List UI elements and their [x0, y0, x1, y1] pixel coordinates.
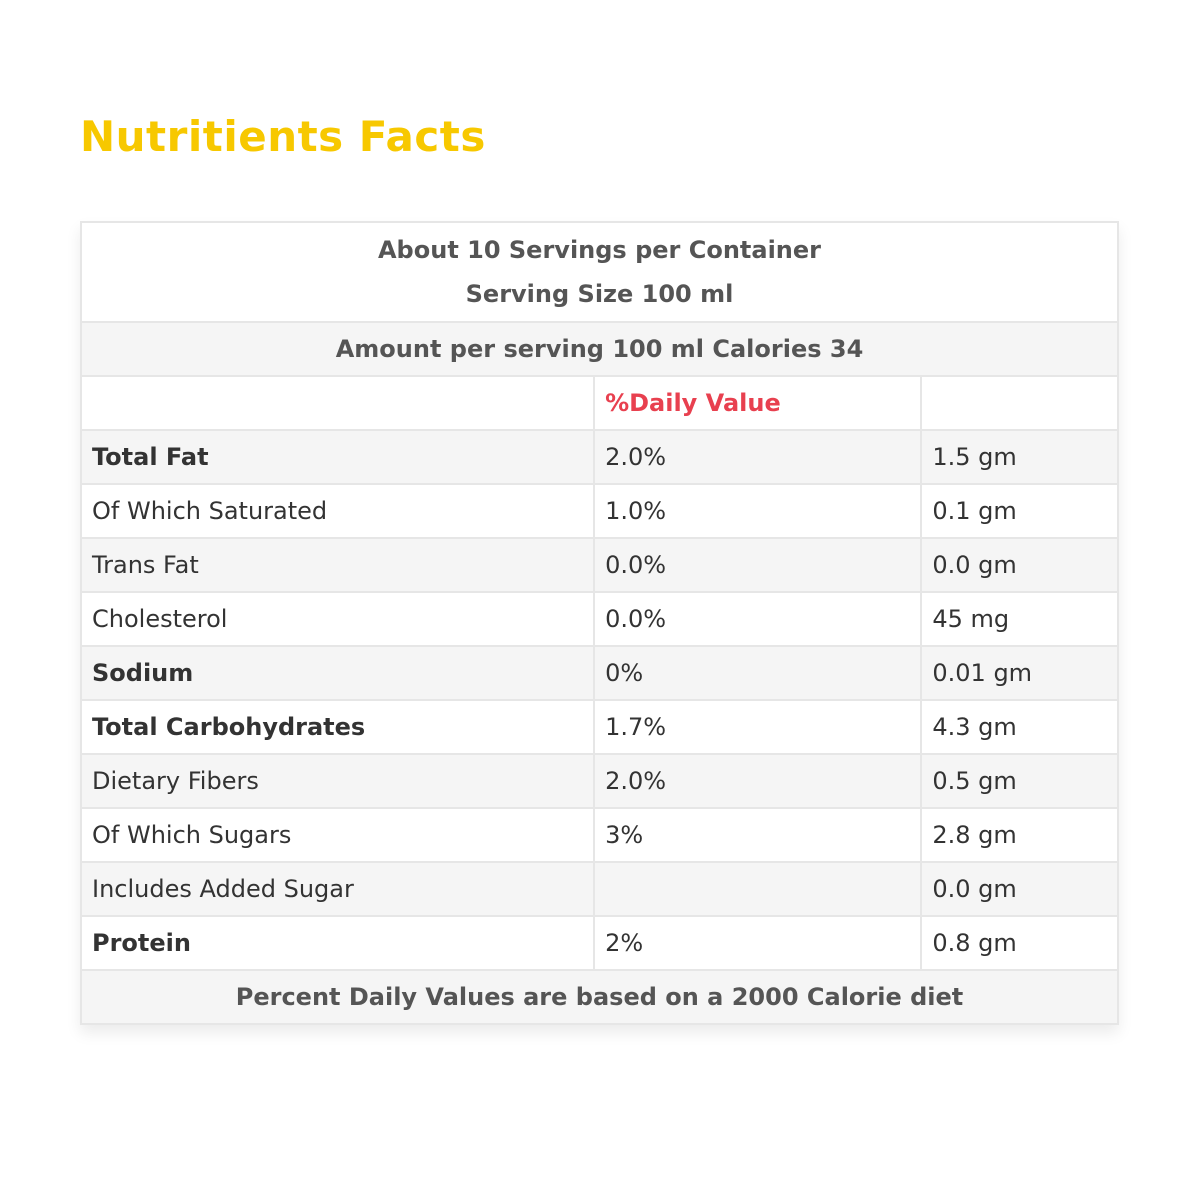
nutrient-name: Protein: [79, 915, 596, 971]
nutrient-name: Total Carbohydrates: [79, 699, 596, 755]
nutrient-name: Sodium: [79, 645, 596, 701]
servings: About 10 Servings per Container: [377, 236, 821, 264]
amount: 0.01 gm: [920, 645, 1119, 701]
footer-row: Percent Daily Values are based on a 2000…: [80, 969, 1119, 1025]
amount: 0.8 gm: [920, 915, 1119, 971]
nutrient-row: Dietary Fibers 2.0% 0.5 gm: [79, 753, 1119, 809]
daily-value: 2.0%: [593, 429, 923, 485]
page-title: Nutritients Facts: [80, 112, 486, 161]
nutrient-row: Of Which Sugars 3% 2.8 gm: [79, 807, 1119, 863]
serving-size: Serving Size 100 ml: [465, 280, 734, 308]
nutrient-name: Dietary Fibers: [79, 753, 596, 809]
nutrient-row: Cholesterol 0.0% 45 mg: [79, 591, 1119, 647]
daily-value: 0%: [593, 645, 923, 701]
amount: 0.1 gm: [920, 483, 1119, 539]
column-header-row: %Daily Value: [79, 375, 1119, 431]
table-body: About 10 Servings per Container Serving …: [79, 221, 1119, 1025]
empty-cell: [79, 375, 596, 431]
amount: 2.8 gm: [920, 807, 1119, 863]
daily-value: [593, 861, 923, 917]
nutrient-name: Of Which Sugars: [79, 807, 596, 863]
daily-value: 1.0%: [593, 483, 923, 539]
nutrient-name: Trans Fat: [79, 537, 596, 593]
nutrient-name: Cholesterol: [79, 591, 596, 647]
nutrition-table: About 10 Servings per Container Serving …: [79, 221, 1119, 1025]
nutrient-name: Includes Added Sugar: [79, 861, 596, 917]
nutrient-row: Trans Fat 0.0% 0.0 gm: [79, 537, 1119, 593]
amount: 0.5 gm: [920, 753, 1119, 809]
nutrient-row: Total Fat 2.0% 1.5 gm: [79, 429, 1119, 485]
daily-value: 2.0%: [593, 753, 923, 809]
amount: 0.0 gm: [920, 861, 1119, 917]
amount-cell: Amount per serving 100 ml Calories 34: [80, 321, 1119, 377]
nutrient-name: Total Fat: [79, 429, 596, 485]
header-row: About 10 Servings per Container Serving …: [80, 221, 1119, 323]
amount-row: Amount per serving 100 ml Calories 34: [80, 321, 1119, 377]
daily-value: 0.0%: [593, 537, 923, 593]
footer-note: Percent Daily Values are based on a 2000…: [80, 969, 1119, 1025]
daily-value: 2%: [593, 915, 923, 971]
amount: 4.3 gm: [920, 699, 1119, 755]
nutrient-row: Protein 2% 0.8 gm: [79, 915, 1119, 971]
daily-value: 1.7%: [593, 699, 923, 755]
nutrient-row: Total Carbohydrates 1.7% 4.3 gm: [79, 699, 1119, 755]
amount: 1.5 gm: [920, 429, 1119, 485]
nutrient-row: Sodium 0% 0.01 gm: [79, 645, 1119, 701]
amount: 0.0 gm: [920, 537, 1119, 593]
daily-value: 0.0%: [593, 591, 923, 647]
servings-cell: About 10 Servings per Container Serving …: [80, 221, 1119, 323]
amount: 45 mg: [920, 591, 1119, 647]
nutrient-row: Of Which Saturated 1.0% 0.1 gm: [79, 483, 1119, 539]
daily-value-header: %Daily Value: [593, 375, 923, 431]
nutrient-name: Of Which Saturated: [79, 483, 596, 539]
empty-cell: [920, 375, 1119, 431]
daily-value: 3%: [593, 807, 923, 863]
nutrient-row: Includes Added Sugar 0.0 gm: [79, 861, 1119, 917]
